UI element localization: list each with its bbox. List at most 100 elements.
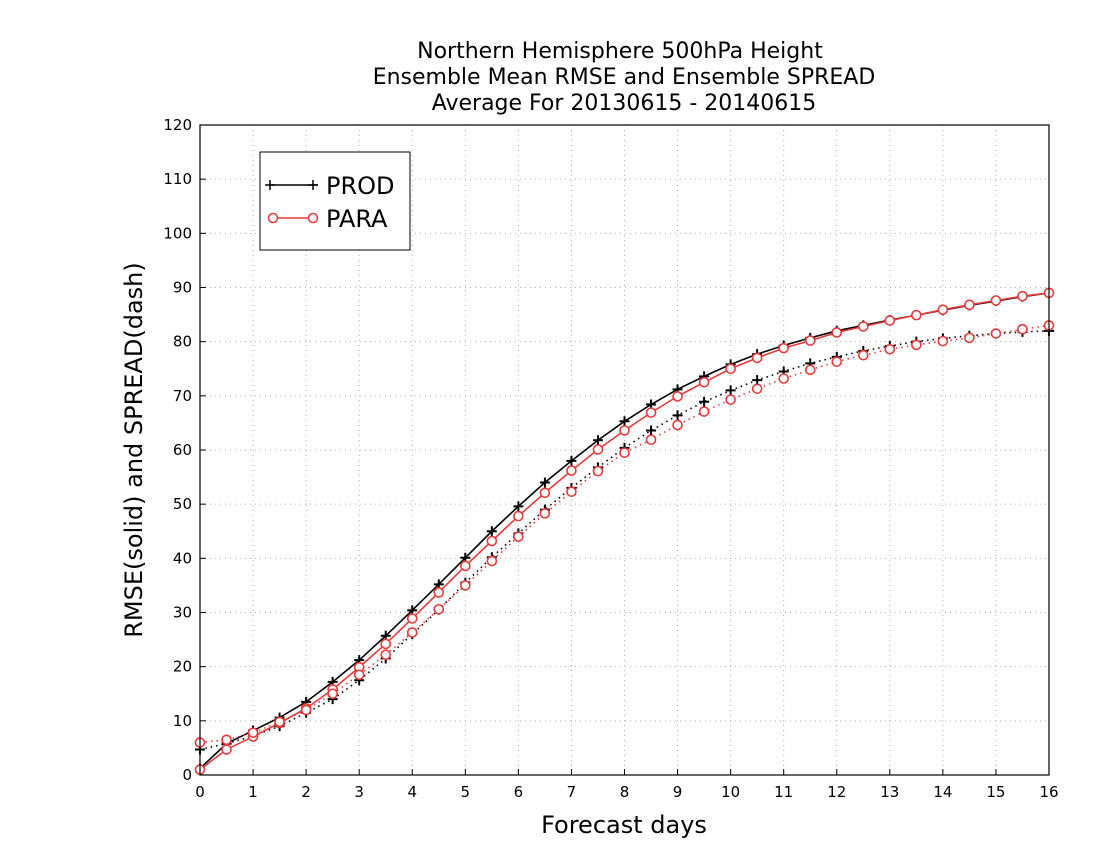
para-rmse-point: [990, 295, 1002, 306]
y-tick-label: 20: [173, 658, 192, 676]
x-tick-label: 13: [880, 783, 899, 801]
para-spread-point: [857, 349, 869, 361]
para-spread-point: [751, 383, 763, 395]
para-rmse-point: [592, 444, 604, 455]
y-tick-label: 70: [173, 387, 192, 405]
para-spread-point: [460, 580, 471, 591]
para-spread-point: [592, 465, 604, 477]
para-rmse-point: [857, 321, 869, 332]
para-spread-point: [911, 339, 922, 351]
legend-item-para: PARA: [267, 205, 388, 233]
y-tick-label: 110: [163, 170, 192, 188]
legend-label-prod: PROD: [326, 172, 395, 200]
axis-ticks: 0 1 2 3 4 5 6 7 8 9 10 11 12 13 14 15 160102030405060708…: [163, 116, 1058, 801]
para-spread-point: [884, 343, 896, 355]
x-tick-label: 16: [1039, 783, 1058, 801]
para-rmse-point: [513, 510, 524, 522]
para-spread-point: [937, 335, 949, 347]
plot-area-frame: [199, 124, 1050, 776]
prod-spread-point: [672, 410, 683, 421]
para-spread-line: [199, 324, 1050, 744]
para-rmse-point: [725, 363, 736, 375]
legend-para-marker-left: [267, 212, 279, 224]
para-rmse-point: [1017, 290, 1028, 302]
para-spread-point: [964, 332, 975, 344]
x-tick-label: 3: [354, 783, 364, 801]
y-axis-label: RMSE(solid) and SPREAD(dash): [120, 262, 148, 638]
y-tick-label: 50: [173, 495, 192, 513]
x-tick-label: 14: [933, 783, 952, 801]
para-spread-point: [672, 419, 683, 431]
para-rmse-point: [221, 744, 232, 755]
x-tick-label: 5: [461, 783, 471, 801]
para-rmse-line: [199, 292, 1050, 771]
para-spread-point: [433, 603, 445, 615]
para-spread-point: [274, 716, 285, 728]
para-spread-point: [353, 669, 365, 681]
para-rmse-point: [566, 465, 577, 476]
x-tick-label: 0: [195, 783, 205, 801]
x-tick-label: 8: [620, 783, 630, 801]
legend: PROD PARA: [259, 151, 411, 251]
para-spread-point: [1017, 323, 1028, 335]
para-rmse-point: [698, 376, 710, 388]
x-tick-label: 2: [301, 783, 311, 801]
prod-rmse-point: [592, 435, 603, 446]
para-rmse-point: [778, 342, 789, 354]
x-tick-label: 12: [827, 783, 846, 801]
para-rmse-point: [406, 613, 418, 624]
series-lines: [199, 292, 1050, 771]
y-tick-label: 80: [173, 333, 192, 351]
para-rmse-point: [672, 391, 683, 402]
para-spread-point: [725, 394, 736, 405]
para-spread-point: [406, 627, 418, 638]
x-tick-label: 4: [407, 783, 417, 801]
para-rmse-point: [964, 299, 975, 311]
legend-para-marker-right: [307, 212, 319, 224]
x-tick-label: 7: [567, 783, 577, 801]
x-tick-label: 11: [774, 783, 793, 801]
prod-rmse-point: [566, 455, 577, 466]
para-rmse-point: [831, 327, 843, 338]
prod-spread-point: [646, 425, 657, 436]
prod-spread-point: [699, 396, 710, 407]
para-spread-point: [486, 555, 498, 567]
y-tick-label: 100: [163, 224, 192, 242]
para-spread-point: [300, 704, 312, 716]
y-tick-label: 120: [163, 116, 192, 134]
para-rmse-point: [380, 638, 392, 650]
para-spread-point: [247, 727, 259, 739]
y-tick-label: 0: [182, 766, 192, 784]
para-spread-point: [990, 328, 1002, 339]
para-spread-point: [619, 447, 630, 459]
para-spread-point: [513, 531, 524, 542]
x-tick-label: 9: [673, 783, 683, 801]
para-rmse-point: [804, 335, 816, 346]
para-spread-point: [778, 373, 789, 384]
title-line-3: Average For 20130615 - 20140615: [432, 91, 817, 116]
prod-spread-point: [752, 375, 763, 386]
para-rmse-point: [539, 487, 551, 499]
x-tick-label: 10: [721, 783, 740, 801]
para-rmse-point: [460, 560, 471, 572]
prod-rmse-point: [486, 526, 497, 537]
y-tick-label: 60: [173, 441, 192, 459]
para-spread-point: [539, 508, 551, 519]
y-tick-label: 40: [173, 549, 192, 567]
chart-title: Northern Hemisphere 500hPa Height Ensemb…: [373, 39, 876, 116]
legend-label-para: PARA: [326, 205, 388, 233]
para-rmse-point: [751, 352, 763, 364]
para-spread-point: [327, 688, 338, 700]
para-spread-point: [566, 486, 577, 498]
para-spread-point: [698, 406, 710, 417]
para-rmse-point: [645, 407, 657, 418]
y-tick-label: 90: [173, 279, 192, 297]
para-spread-point: [645, 434, 657, 446]
para-rmse-point: [884, 315, 896, 326]
legend-box: [259, 151, 411, 251]
x-tick-label: 6: [514, 783, 524, 801]
prod-spread-point: [725, 385, 736, 396]
x-tick-label: 1: [248, 783, 258, 801]
para-rmse-point: [619, 425, 630, 436]
